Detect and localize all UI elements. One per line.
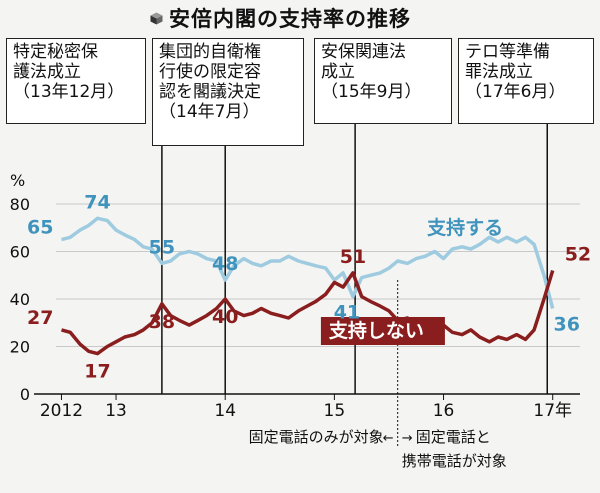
footnote-left: 固定電話のみが対象 <box>249 428 384 446</box>
event-line: （15年9月） <box>321 82 422 102</box>
cube-icon <box>150 12 163 24</box>
x-tick-label: 2012 <box>40 401 83 421</box>
y-tick-label: 60 <box>10 243 30 262</box>
disapprove-series-line <box>61 269 555 356</box>
event-line: 行使の限定容 <box>159 62 261 82</box>
approve-data-label: 48 <box>212 253 238 275</box>
event-line: （17年6月） <box>465 82 566 102</box>
chart-title: 安倍内閣の支持率の推移 <box>150 4 411 32</box>
x-tick-label: 15 <box>324 401 346 421</box>
approve-data-label: 41 <box>334 302 360 324</box>
event-line: 集団的自衛権 <box>159 42 261 62</box>
disapprove-data-label: 38 <box>149 311 175 333</box>
event-box-security-laws: 安保関連法 成立 （15年9月） <box>314 38 452 124</box>
event-line: 特定秘密保 <box>13 42 98 62</box>
footnote-left-arrow: ← <box>383 431 394 446</box>
chart-title-text: 安倍内閣の支持率の推移 <box>169 7 411 31</box>
disapprove-data-label: 17 <box>84 361 110 383</box>
event-line: 成立 <box>321 62 355 82</box>
y-axis-unit: % <box>10 171 25 190</box>
approve-data-label: 36 <box>553 314 579 336</box>
disapprove-data-label: 27 <box>27 307 53 329</box>
approve-data-label: 65 <box>27 217 53 239</box>
approve-data-label: 74 <box>84 191 110 213</box>
x-tick-label: 16 <box>433 401 455 421</box>
approve-data-label: 55 <box>149 236 175 258</box>
event-line: 認を閣議決定 <box>159 82 261 102</box>
y-tick-label: 20 <box>10 338 30 357</box>
approve-series-line <box>61 216 555 309</box>
legend-disapprove-background <box>320 317 445 345</box>
footnote-right-line1: 固定電話と <box>416 428 491 446</box>
event-line: （14年7月） <box>159 102 260 122</box>
y-tick-label: 80 <box>10 195 30 214</box>
y-tick-label: 40 <box>10 290 30 309</box>
footnote-right-arrow: → <box>402 431 413 446</box>
footnote-right-line2: 携帯電話が対象 <box>402 452 507 470</box>
event-line: 罪法成立 <box>465 62 533 82</box>
x-tick-label: 13 <box>105 401 127 421</box>
event-box-conspiracy-law: テロ等準備 罪法成立 （17年6月） <box>458 38 594 124</box>
event-line: 安保関連法 <box>321 42 406 62</box>
y-tick-label: 0 <box>20 385 30 404</box>
event-line: 護法成立 <box>13 62 81 82</box>
x-tick-label: 17年 <box>533 401 572 421</box>
event-box-secrecy-law: 特定秘密保 護法成立 （13年12月） <box>6 38 146 124</box>
legend-approve: 支持する <box>426 216 503 239</box>
legend-disapprove: 支持しない <box>328 319 424 342</box>
event-line: （13年12月） <box>13 82 125 102</box>
event-box-collective-self-defense: 集団的自衛権 行使の限定容 認を閣議決定 （14年7月） <box>152 38 304 146</box>
disapprove-data-label: 40 <box>212 306 238 328</box>
disapprove-data-label: 52 <box>565 244 591 266</box>
x-tick-label: 14 <box>214 401 236 421</box>
disapprove-data-label: 51 <box>340 246 366 268</box>
event-line: テロ等準備 <box>465 42 550 62</box>
